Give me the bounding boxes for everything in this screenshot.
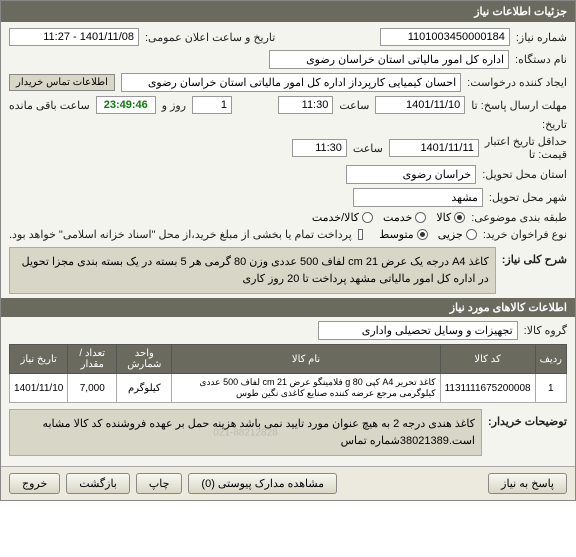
category-label: طبقه بندی موضوعی: [471, 211, 567, 224]
need-no-label: شماره نیاز: [516, 31, 567, 44]
purchase-kind-group: جزیی متوسط [379, 228, 477, 241]
cell-date: 1401/11/10 [10, 374, 68, 403]
exit-button[interactable]: خروج [9, 473, 60, 494]
validity-date: 1401/11/11 [389, 139, 479, 157]
buyer-notes-label: توضیحات خریدار: [488, 409, 567, 428]
validity-label: حداقل تاریخ اعتبار قیمت: تا [485, 135, 567, 161]
purchase-kind-label: نوع فراخوان خرید: [483, 228, 567, 241]
deadline-time: 11:30 [278, 96, 333, 114]
radio-goods[interactable] [454, 212, 465, 223]
contact-buyer-button[interactable]: اطلاعات تماس خریدار [9, 74, 115, 91]
time-label-1: ساعت [339, 99, 369, 112]
deadline-date: 1401/11/10 [375, 96, 465, 114]
date-label: تاریخ: [542, 118, 567, 131]
attach-count: (0) [201, 478, 214, 490]
hours-remain: 23:49:46 [96, 96, 156, 114]
print-button[interactable]: چاپ [136, 473, 183, 494]
radio-minor[interactable] [466, 229, 477, 240]
col-date: تاریخ نیاز [10, 345, 68, 374]
cell-unit: کیلوگرم [117, 374, 172, 403]
radio-service[interactable] [415, 212, 426, 223]
cell-name: کاغذ تحریر A4 کپی 80 g فلامینگو عرض 21 c… [172, 374, 440, 403]
col-qty: تعداد / مقدار [68, 345, 117, 374]
days-remain: 1 [192, 96, 232, 114]
col-row: ردیف [535, 345, 566, 374]
panel-title: جزئیات اطلاعات نیاز [1, 1, 575, 22]
pub-date-label: تاریخ و ساعت اعلان عمومی: [145, 31, 275, 44]
respond-button[interactable]: پاسخ به نیاز [488, 473, 567, 494]
radio-goods-label: کالا [436, 211, 451, 224]
day-label: روز و [162, 99, 186, 112]
radio-minor-label: جزیی [438, 228, 463, 241]
col-name: نام کالا [172, 345, 440, 374]
validity-time: 11:30 [292, 139, 347, 157]
col-unit: واحد شمارش [117, 345, 172, 374]
radio-service-label: خدمت [383, 211, 412, 224]
pay-note: پرداخت تمام یا بخشی از مبلغ خرید،از محل … [9, 228, 352, 241]
goods-group-label: گروه کالا: [524, 324, 567, 337]
desc-title: شرح کلی نیاز: [502, 247, 567, 266]
pub-date-value: 1401/11/08 - 11:27 [9, 28, 139, 46]
cell-code: 1131111675200008 [440, 374, 535, 403]
need-no-value: 1101003450000184 [380, 28, 510, 46]
city-value: مشهد [353, 188, 483, 207]
requester-label: ایجاد کننده درخواست: [467, 76, 567, 89]
items-table: ردیف کد کالا نام کالا واحد شمارش تعداد /… [9, 344, 567, 403]
time-label-2: ساعت [353, 142, 383, 155]
goods-group-value: تجهیزات و وسایل تحصیلی واداری [318, 321, 518, 340]
attachments-button[interactable]: مشاهده مدارک پیوستی (0) [188, 473, 337, 494]
category-radio-group: کالا خدمت کالا/خدمت [312, 211, 465, 224]
remain-label: ساعت باقی مانده [9, 99, 90, 112]
treasury-checkbox[interactable] [358, 229, 363, 240]
radio-medium-label: متوسط [379, 228, 414, 241]
city-label: شهر محل تحویل: [489, 191, 567, 204]
back-button[interactable]: بازگشت [66, 473, 130, 494]
province-value: خراسان رضوی [346, 165, 476, 184]
org-label: نام دستگاه: [515, 53, 567, 66]
col-code: کد کالا [440, 345, 535, 374]
org-value: اداره کل امور مالیاتی استان خراسان رضوی [269, 50, 509, 69]
cell-n: 1 [535, 374, 566, 403]
goods-info-header: اطلاعات کالاهای مورد نیاز [1, 298, 575, 317]
requester-value: احسان کیمیایی کارپرداز اداره کل امور مال… [121, 73, 461, 92]
table-row[interactable]: 1 1131111675200008 کاغذ تحریر A4 کپی 80 … [10, 374, 567, 403]
radio-both-label: کالا/خدمت [312, 211, 359, 224]
deadline-label: مهلت ارسال پاسخ: تا [471, 99, 567, 112]
cell-qty: 7,000 [68, 374, 117, 403]
desc-box: کاغذ A4 درجه یک عرض 21 cm لفاف 500 عددی … [9, 247, 496, 294]
province-label: استان محل تحویل: [482, 168, 567, 181]
radio-both[interactable] [362, 212, 373, 223]
attach-label: مشاهده مدارک پیوستی [218, 478, 324, 490]
phone-overlay: 021-88212828 [213, 425, 278, 440]
buyer-notes-box: کاغذ هندی درجه 2 به هیچ عنوان مورد تایید… [9, 409, 482, 456]
radio-medium[interactable] [417, 229, 428, 240]
